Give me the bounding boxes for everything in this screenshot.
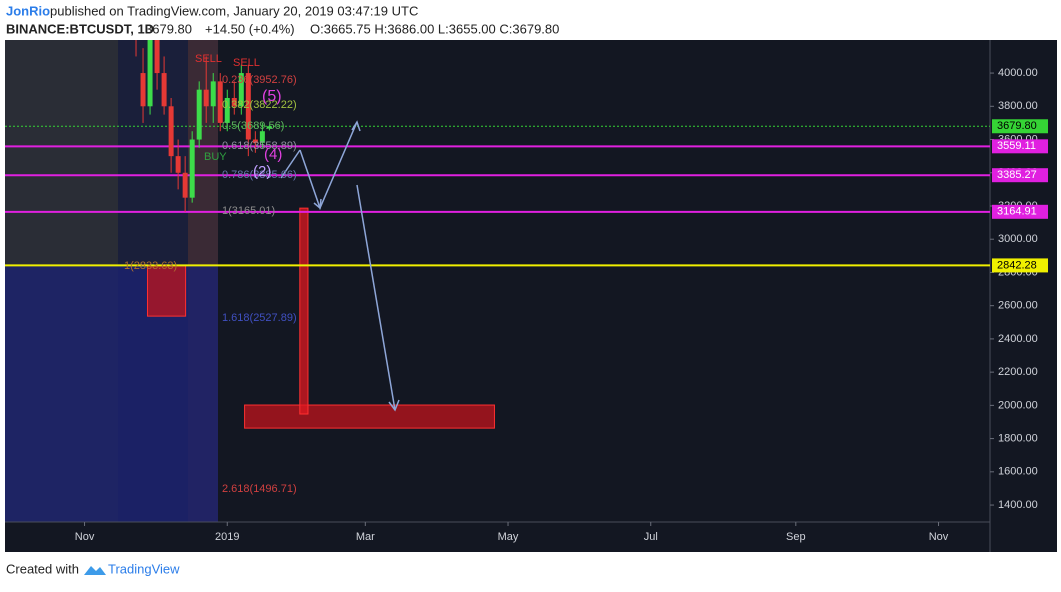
brand[interactable]: TradingView bbox=[108, 561, 180, 576]
published: published on TradingView.com, January 20… bbox=[50, 3, 418, 18]
level-tag bbox=[992, 119, 1048, 134]
candle-body bbox=[161, 73, 167, 107]
candle-body bbox=[147, 40, 153, 107]
candle-body bbox=[182, 172, 188, 198]
projection-arrows bbox=[280, 120, 400, 412]
level-label: 2842.28 bbox=[997, 259, 1037, 271]
fib-label: 0.382(3822.22) bbox=[222, 99, 297, 111]
fib-label: 0.618(3558.89) bbox=[222, 140, 297, 152]
y-tick-label: 1600.00 bbox=[998, 466, 1038, 478]
x-tick-label: Mar bbox=[356, 531, 375, 543]
x-tick-label: Sep bbox=[786, 531, 806, 543]
y-tick-label: 3000.00 bbox=[998, 233, 1038, 245]
zone bbox=[146, 264, 187, 317]
level-tag bbox=[992, 204, 1048, 219]
created-with: Created with bbox=[6, 561, 79, 576]
candle-body bbox=[203, 89, 209, 107]
header: JonRio published on TradingView.com, Jan… bbox=[6, 3, 559, 36]
y-tick-label: 2400.00 bbox=[998, 333, 1038, 345]
fib-label: 1(3165.01) bbox=[222, 205, 275, 217]
level-tag bbox=[992, 258, 1048, 273]
arrow-head bbox=[388, 399, 400, 412]
last-price: 3679.80 bbox=[145, 21, 192, 36]
candle-body bbox=[168, 106, 174, 157]
candle-body bbox=[210, 81, 216, 107]
candle-body bbox=[175, 156, 181, 173]
candle-body bbox=[231, 97, 237, 107]
signal: BUY bbox=[204, 151, 227, 163]
y-tick-label: 2000.00 bbox=[998, 399, 1038, 411]
signal: SELL bbox=[195, 53, 222, 65]
level-label: 3385.27 bbox=[997, 169, 1037, 181]
x-tick-label: May bbox=[498, 531, 519, 543]
candle-body bbox=[154, 40, 160, 74]
level-label: 3559.11 bbox=[997, 140, 1036, 152]
ohlc: O:3665.75 H:3686.00 L:3655.00 C:3679.80 bbox=[310, 21, 559, 36]
zone bbox=[299, 207, 309, 415]
fib-label: 0.236(3952.76) bbox=[222, 74, 297, 86]
candle-body bbox=[252, 139, 258, 143]
fib-label: 0.786(3385.66) bbox=[222, 169, 297, 181]
y-tick-label: 4000.00 bbox=[998, 67, 1038, 79]
y-tick-label: 3800.00 bbox=[998, 100, 1038, 112]
logo bbox=[84, 566, 106, 575]
change: +14.50 (+0.4%) bbox=[205, 21, 295, 36]
y-tick-label: 2600.00 bbox=[998, 300, 1038, 312]
candles bbox=[135, 40, 272, 212]
symbol: BINANCE:BTCUSDT, 1D bbox=[6, 21, 154, 36]
x-tick-label: Nov bbox=[929, 531, 949, 543]
wave-label: (4) bbox=[264, 146, 282, 163]
candle-body bbox=[189, 139, 195, 198]
level-tag bbox=[992, 139, 1048, 154]
wave-label: (5) bbox=[262, 88, 282, 105]
candle-body bbox=[259, 131, 265, 143]
candle-body bbox=[140, 73, 146, 107]
wave-label: (2) bbox=[253, 163, 271, 180]
x-tick-label: Jul bbox=[644, 531, 658, 543]
level-label: 3164.91 bbox=[997, 206, 1037, 218]
arrow bbox=[280, 149, 301, 179]
x-tick-label: Nov bbox=[75, 531, 95, 543]
plot: 1400.00 1600.00 1800.00 2000.00 2200.00 2400.… bbox=[5, 40, 1048, 543]
arrow bbox=[356, 184, 396, 411]
fib-label: 1(2833.63) bbox=[124, 260, 177, 272]
fib-label: 0.5(3689.56) bbox=[222, 120, 284, 132]
arrow-head bbox=[313, 198, 322, 210]
annotations: 1(3165.01) 0.786(3385.66) 0.618(3558.89)… bbox=[124, 53, 297, 495]
fib-label: 2.618(1496.71) bbox=[222, 483, 297, 495]
candle-body bbox=[238, 73, 244, 107]
author[interactable]: JonRio bbox=[6, 3, 50, 18]
y-tick-label: 2200.00 bbox=[998, 366, 1038, 378]
y-tick-label: 1400.00 bbox=[998, 499, 1038, 511]
candle-body bbox=[224, 97, 230, 123]
zone bbox=[244, 404, 495, 429]
arrow-head bbox=[351, 120, 361, 132]
x-tick-label: 2019 bbox=[215, 531, 239, 543]
signal: SELL bbox=[233, 57, 260, 69]
fib-label: 1.618(2527.89) bbox=[222, 312, 297, 324]
level-label: 3679.80 bbox=[997, 120, 1037, 132]
candle-body bbox=[245, 73, 251, 140]
footer: Created with TradingView bbox=[6, 561, 180, 576]
candle-body bbox=[266, 126, 272, 129]
level-tag bbox=[992, 168, 1048, 183]
candle-body bbox=[196, 89, 202, 140]
y-tick-label: 1800.00 bbox=[998, 432, 1038, 444]
candle-body bbox=[217, 81, 223, 123]
